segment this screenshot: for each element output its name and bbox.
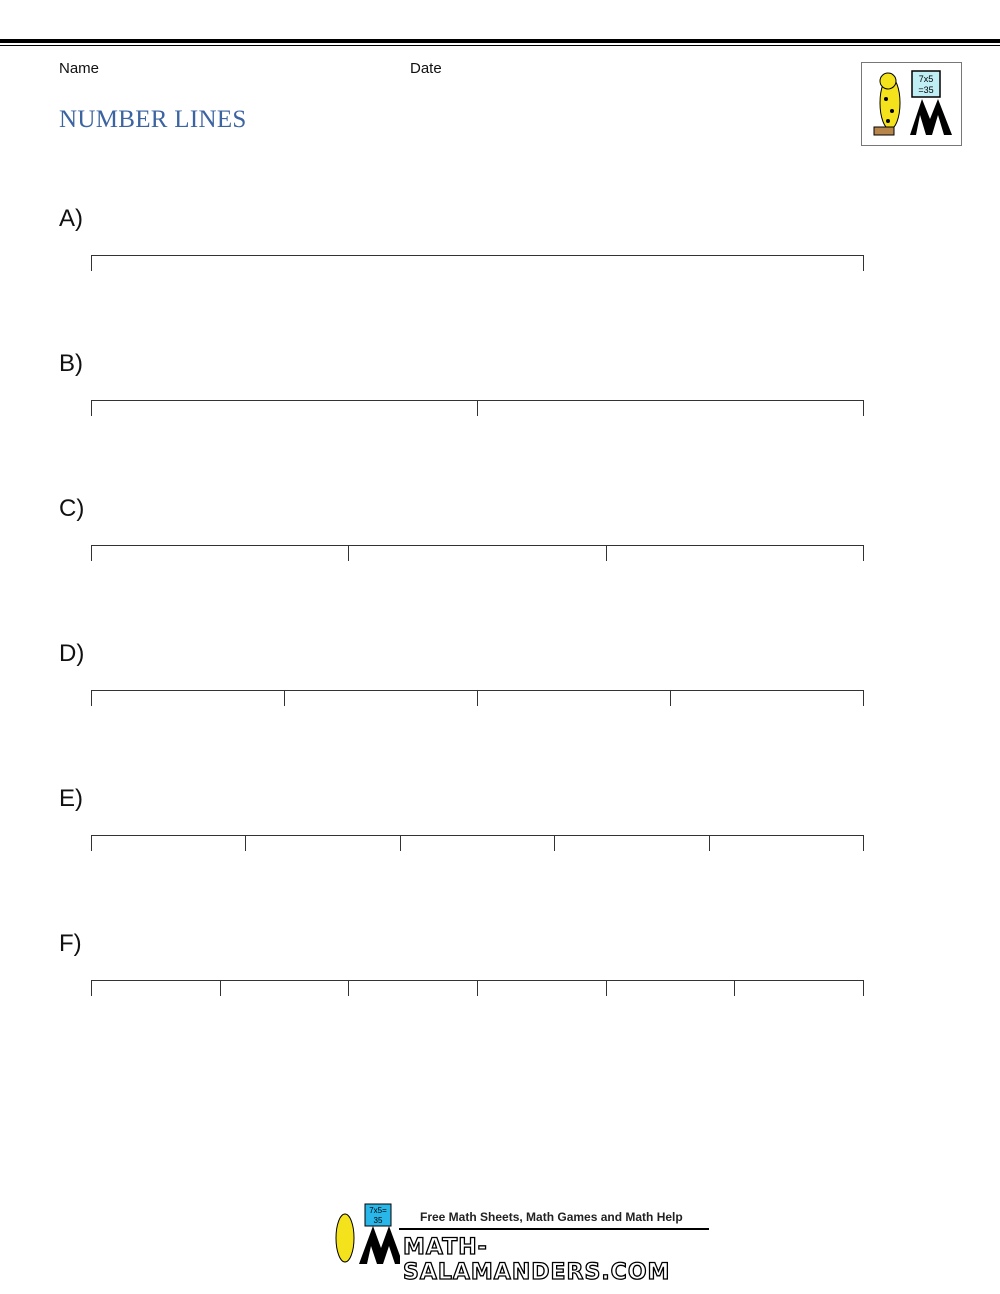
- footer-tagline: Free Math Sheets, Math Games and Math He…: [420, 1210, 683, 1224]
- salamander-logo: 7x5 =35: [861, 62, 962, 146]
- number-line: [91, 400, 864, 416]
- problem-label: C): [59, 495, 85, 522]
- problem-label: E): [59, 785, 83, 812]
- svg-text:7x5: 7x5: [919, 74, 934, 84]
- number-line: [91, 835, 864, 851]
- footer-divider: [399, 1228, 709, 1230]
- date-label: Date: [410, 60, 442, 77]
- problem-label: B): [59, 350, 83, 377]
- page-title: NUMBER LINES: [59, 106, 247, 133]
- problem-label: D): [59, 640, 85, 667]
- header-rule-thick: [0, 39, 1000, 43]
- name-label: Name: [59, 60, 100, 77]
- header-rule-thin: [0, 45, 1000, 46]
- problem-label: A): [59, 205, 83, 232]
- footer-logo: 7x5= 35 Free Math Sheets, Math Games and…: [325, 1200, 715, 1286]
- problem-label: F): [59, 930, 82, 957]
- number-line: [91, 255, 864, 271]
- svg-text:=35: =35: [918, 85, 933, 95]
- number-line: [91, 545, 864, 561]
- svg-text:35: 35: [374, 1216, 383, 1225]
- svg-text:7x5=: 7x5=: [369, 1206, 387, 1215]
- footer-site-name: MATH-SALAMANDERS.COM: [402, 1234, 671, 1285]
- number-line: [91, 980, 864, 996]
- number-line: [91, 690, 864, 706]
